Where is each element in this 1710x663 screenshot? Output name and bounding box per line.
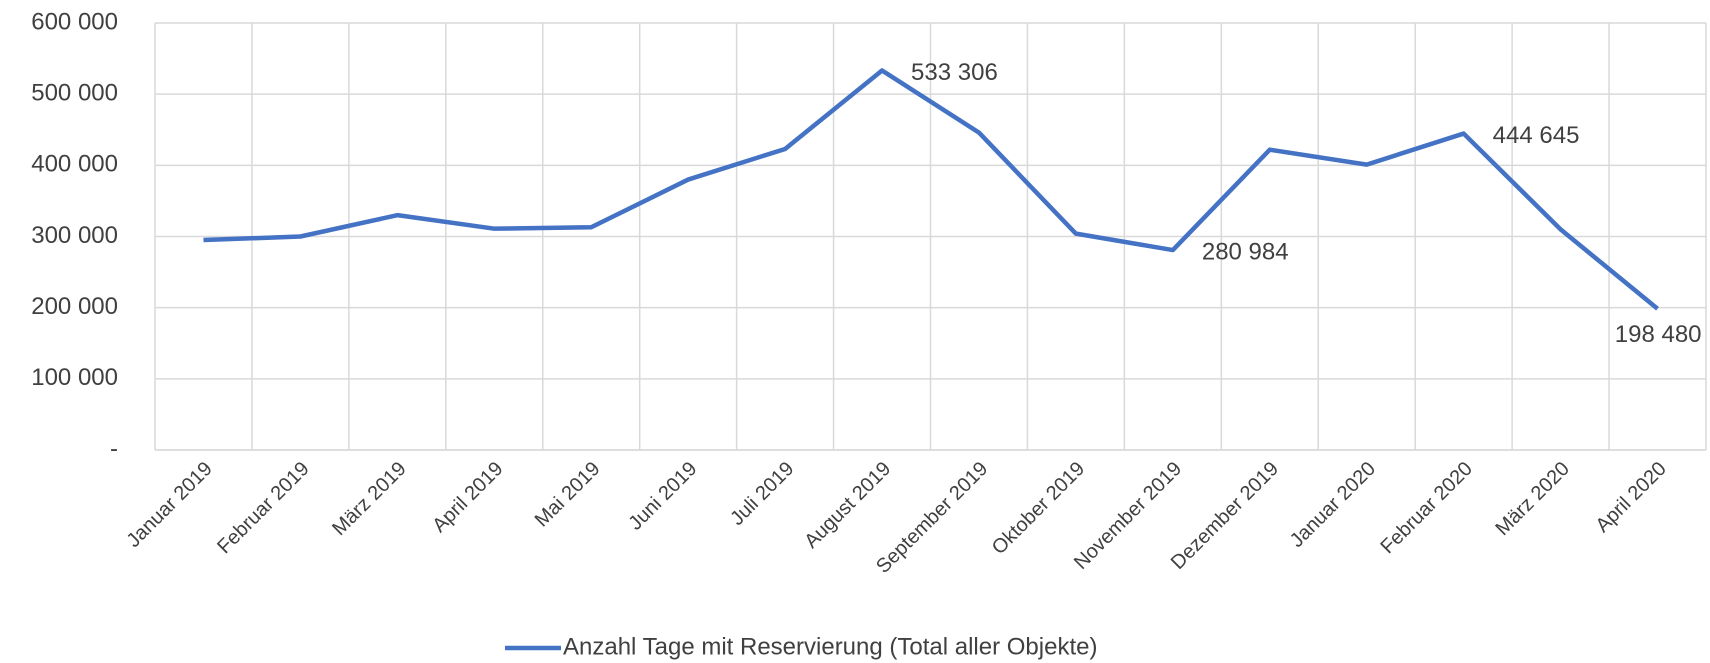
x-tick-label: April 2019 [428,458,507,537]
x-tick-label: Januar 2019 [123,458,217,552]
x-tick-label: April 2020 [1592,458,1671,537]
x-tick-label: Februar 2019 [213,458,313,558]
y-tick-label: 600 000 [31,8,118,35]
x-tick-label: Februar 2020 [1376,458,1476,558]
x-tick-label: Juli 2019 [726,458,798,530]
y-tick-label: 200 000 [31,293,118,320]
data-label: 444 645 [1493,122,1580,149]
y-tick-label: 100 000 [31,364,118,391]
y-tick-label: 400 000 [31,151,118,178]
x-tick-label: Oktober 2019 [988,458,1089,559]
y-tick-label: 300 000 [31,222,118,249]
legend-label: Anzahl Tage mit Reservierung (Total alle… [563,633,1097,660]
series-line [203,68,1659,311]
x-tick-label: August 2019 [800,458,895,553]
x-tick-label: Januar 2020 [1286,458,1380,552]
data-label: 280 984 [1202,238,1289,265]
data-label: 533 306 [911,59,998,86]
x-tick-label: März 2019 [328,458,410,540]
x-tick-label: Juni 2019 [625,458,702,535]
x-tick-label: März 2020 [1491,458,1573,540]
y-tick-label: - [110,435,118,462]
y-tick-label: 500 000 [31,80,118,107]
x-tick-label: Dezember 2019 [1167,458,1283,574]
data-label: 198 480 [1615,321,1702,348]
x-tick-label: Mai 2019 [531,458,605,532]
